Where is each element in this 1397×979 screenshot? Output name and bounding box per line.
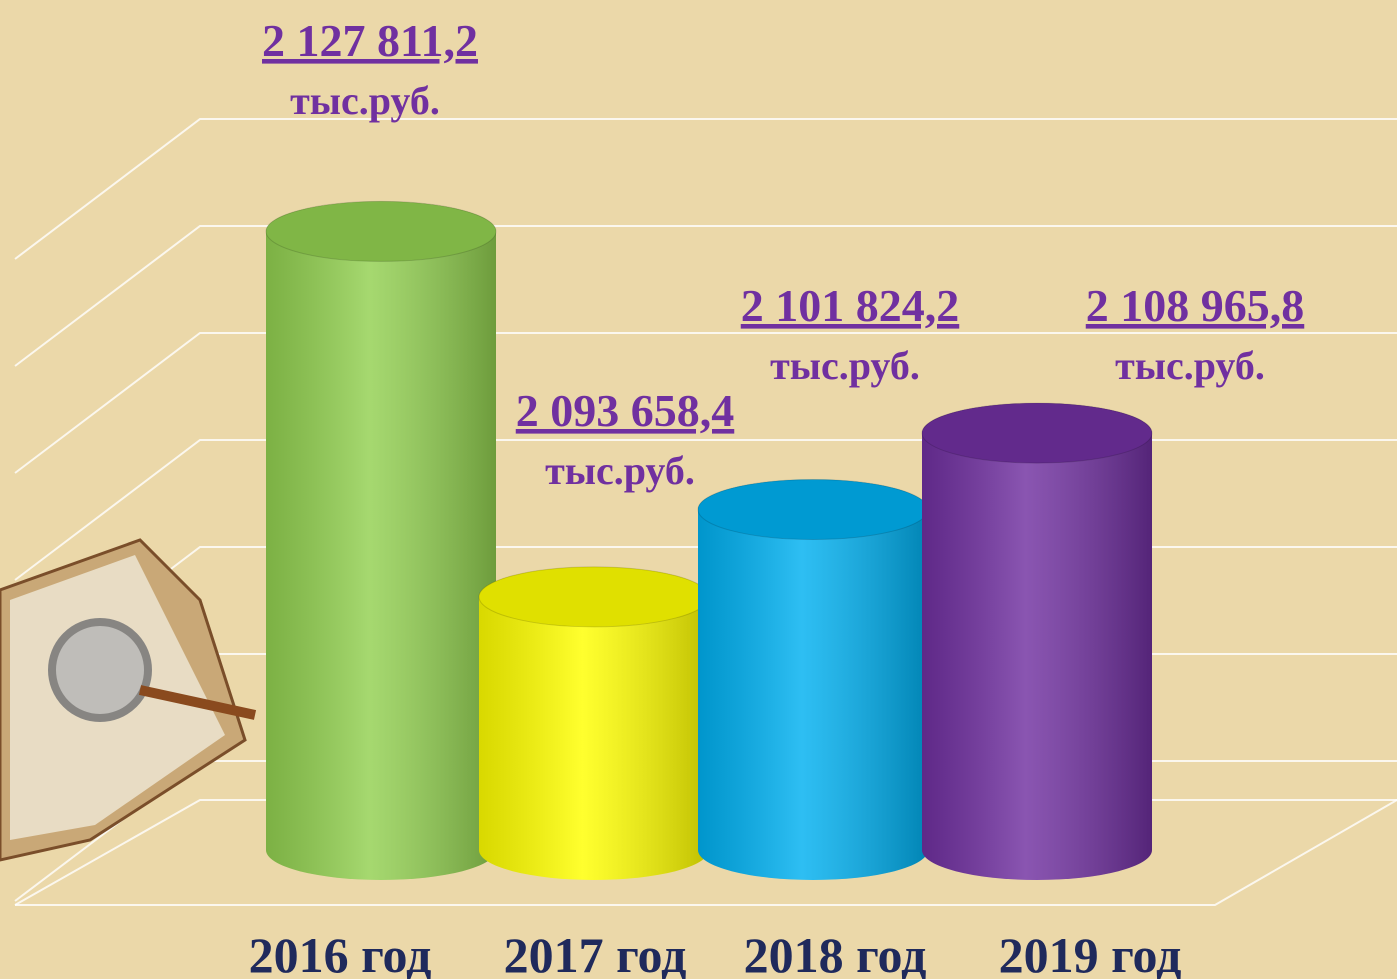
- floor-line: [15, 799, 1397, 906]
- bar-top-shade: [266, 201, 496, 262]
- bar-top-shade: [922, 403, 1152, 464]
- value-label: 2 101 824,2: [741, 280, 960, 331]
- x-tick-label: 2017 год: [504, 927, 687, 979]
- bar-top-shade: [698, 479, 928, 540]
- x-tick-label: 2016 год: [249, 927, 432, 979]
- bar-shade: [479, 566, 709, 880]
- grid-line: [14, 225, 1397, 367]
- x-tick-label: 2018 год: [744, 927, 927, 979]
- unit-label: тыс.руб.: [545, 448, 695, 493]
- bar-shade: [698, 479, 928, 880]
- bar-top: [265, 200, 497, 262]
- unit-label: тыс.руб.: [1115, 343, 1265, 388]
- unit-label: тыс.руб.: [290, 78, 440, 123]
- grid-line: [14, 118, 1397, 260]
- value-label: 2 127 811,2: [262, 15, 478, 66]
- grid-line: [14, 332, 1397, 474]
- value-label: 2 093 658,4: [516, 385, 735, 436]
- x-tick-label: 2019 год: [999, 927, 1182, 979]
- bar-top: [921, 402, 1153, 464]
- value-label: 2 108 965,8: [1086, 280, 1305, 331]
- bar-shade: [922, 403, 1152, 880]
- bar-shade: [266, 201, 496, 880]
- bar-top-shade: [479, 566, 709, 627]
- unit-label: тыс.руб.: [770, 343, 920, 388]
- bars: [265, 200, 1153, 880]
- book-illustration: [0, 538, 257, 862]
